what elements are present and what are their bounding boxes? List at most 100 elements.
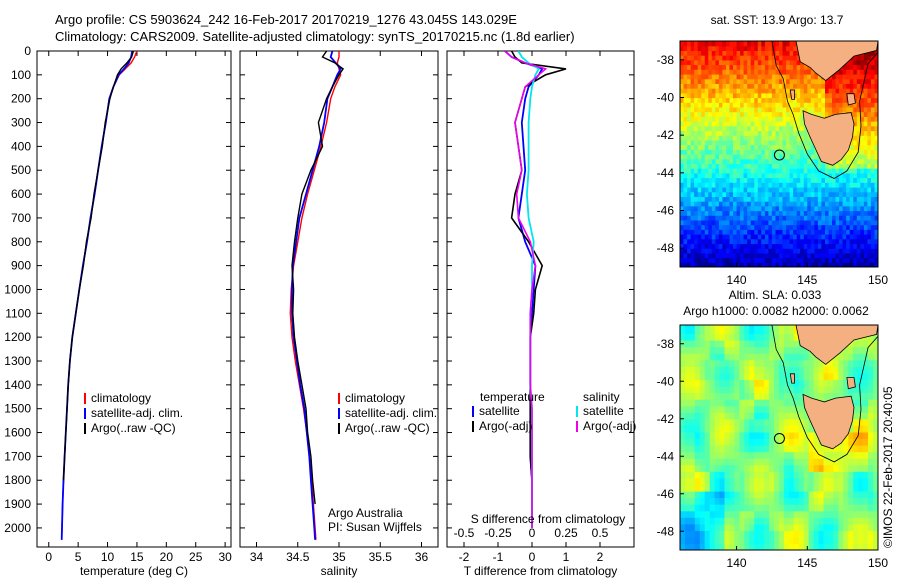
map-cell <box>754 201 759 207</box>
y-tick-label: 300 <box>11 116 31 130</box>
map-cell <box>775 64 780 70</box>
map-cell <box>774 504 780 512</box>
map-cell <box>786 248 791 254</box>
map-cell <box>769 530 775 538</box>
map-cell <box>749 326 755 335</box>
map-cell <box>828 477 834 485</box>
map-cell <box>726 92 731 99</box>
map-cell <box>832 238 837 245</box>
map-cell <box>873 490 878 499</box>
map-cell <box>704 97 709 103</box>
map-cell <box>740 116 745 122</box>
map-cell <box>828 78 833 84</box>
map-cell <box>718 219 723 226</box>
map-cell <box>867 88 872 94</box>
map-cell <box>757 252 762 259</box>
map-cell <box>779 234 784 240</box>
map-cell <box>734 504 740 512</box>
map-cell <box>689 517 696 525</box>
x2-tick-label: 0.25 <box>554 526 578 540</box>
map-cell <box>788 392 795 400</box>
map-cell <box>853 543 859 550</box>
map-cell <box>848 510 854 518</box>
map-cell <box>684 451 691 459</box>
map-cell <box>825 257 830 263</box>
map-cell <box>734 477 740 485</box>
map-cell <box>849 182 854 188</box>
map-cell <box>823 484 829 492</box>
map-cell <box>708 257 713 263</box>
map-cell <box>835 163 840 169</box>
map-cell <box>733 55 738 61</box>
map-cell <box>750 201 755 207</box>
map-cell <box>818 451 825 459</box>
map-cell <box>680 59 685 66</box>
map-cell <box>779 359 785 367</box>
map-cell <box>779 248 784 254</box>
map-cell <box>722 168 727 174</box>
map-cell <box>687 168 692 174</box>
map-cell <box>718 210 723 216</box>
map-cell <box>704 201 709 207</box>
map-cell <box>724 372 730 380</box>
map-cell <box>832 201 837 207</box>
map-cell <box>697 135 702 141</box>
map-cell <box>764 353 770 361</box>
map-cell <box>687 139 692 146</box>
map-cell <box>754 55 759 61</box>
map-cell <box>684 405 691 413</box>
map-cell <box>718 83 723 89</box>
map-cell <box>754 182 759 188</box>
map-cell <box>823 445 829 453</box>
map-cell <box>843 458 849 466</box>
map-cell <box>694 326 701 335</box>
map-cell <box>833 497 839 505</box>
map-cell <box>793 92 798 99</box>
map-cell <box>813 490 820 499</box>
map-cell <box>719 399 726 407</box>
map-cell <box>782 88 787 94</box>
map-cell <box>704 438 711 446</box>
map-cell <box>680 497 686 505</box>
map-cell <box>800 182 805 188</box>
land-king-island <box>789 373 795 384</box>
map-cell <box>786 252 791 259</box>
map-cell <box>750 106 755 113</box>
map-cell <box>715 201 720 207</box>
map-cell <box>708 106 713 113</box>
map-cell <box>709 510 716 518</box>
map-cell <box>786 92 791 99</box>
map-cell <box>870 257 875 263</box>
map-cell <box>694 399 701 407</box>
map-cell <box>835 172 840 179</box>
map-cell <box>873 399 878 407</box>
map-cell <box>724 543 730 550</box>
map-cell <box>870 219 875 226</box>
map-cell <box>868 438 874 446</box>
map-cell <box>764 55 769 61</box>
y-tick-label: 1100 <box>5 306 31 320</box>
map-cell <box>856 135 861 141</box>
map-cell <box>853 458 859 466</box>
map-cell <box>709 530 716 538</box>
map-cell <box>704 135 709 141</box>
map-cell <box>724 490 730 499</box>
map-cell <box>719 379 726 387</box>
map-cell <box>800 83 805 89</box>
map-cell <box>747 139 752 146</box>
map-cell <box>726 219 731 226</box>
map-cell <box>849 177 854 183</box>
map-cell <box>860 78 865 84</box>
map-cell <box>839 158 844 164</box>
map-cell <box>750 215 755 221</box>
map-cell <box>687 154 692 160</box>
map-cell <box>711 111 716 117</box>
map-cell <box>683 154 688 160</box>
map-cell <box>715 149 720 155</box>
map-cell <box>680 477 686 485</box>
land-flinders-island <box>846 93 856 106</box>
map-cell <box>761 55 766 61</box>
map-cell <box>796 158 801 164</box>
map-cell <box>761 257 766 263</box>
map-cell <box>708 238 713 245</box>
